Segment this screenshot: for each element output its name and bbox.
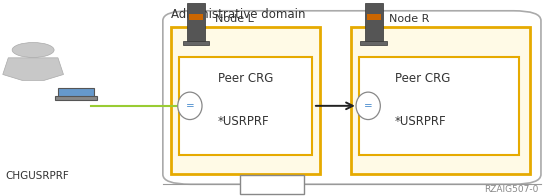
Bar	[58, 88, 94, 98]
Text: Peer CRG: Peer CRG	[218, 72, 273, 85]
Text: Cluster: Cluster	[252, 180, 291, 190]
Bar	[55, 96, 97, 100]
Bar	[365, 3, 383, 41]
Text: Peer CRG: Peer CRG	[395, 72, 450, 85]
Text: *USRPRF: *USRPRF	[218, 115, 270, 128]
Text: Administrative domain: Administrative domain	[171, 8, 306, 21]
Bar	[360, 41, 387, 45]
Bar	[171, 27, 320, 174]
Ellipse shape	[178, 92, 202, 120]
Bar	[367, 14, 381, 20]
Text: CHGUSRPRF: CHGUSRPRF	[6, 171, 70, 181]
Text: =: =	[185, 101, 194, 111]
Bar	[359, 57, 519, 155]
Text: *USRPRF: *USRPRF	[395, 115, 447, 128]
Bar	[351, 27, 530, 174]
Text: Node R: Node R	[389, 15, 429, 24]
Bar	[187, 3, 205, 41]
Bar	[240, 175, 304, 194]
FancyBboxPatch shape	[163, 11, 541, 184]
Polygon shape	[3, 58, 63, 80]
Bar	[183, 41, 209, 45]
Text: Node L: Node L	[215, 15, 254, 24]
Bar	[179, 57, 312, 155]
Circle shape	[12, 43, 54, 57]
Text: RZAIG507-0: RZAIG507-0	[484, 185, 538, 194]
Text: =: =	[364, 101, 373, 111]
Bar	[189, 14, 203, 20]
Ellipse shape	[356, 92, 380, 120]
